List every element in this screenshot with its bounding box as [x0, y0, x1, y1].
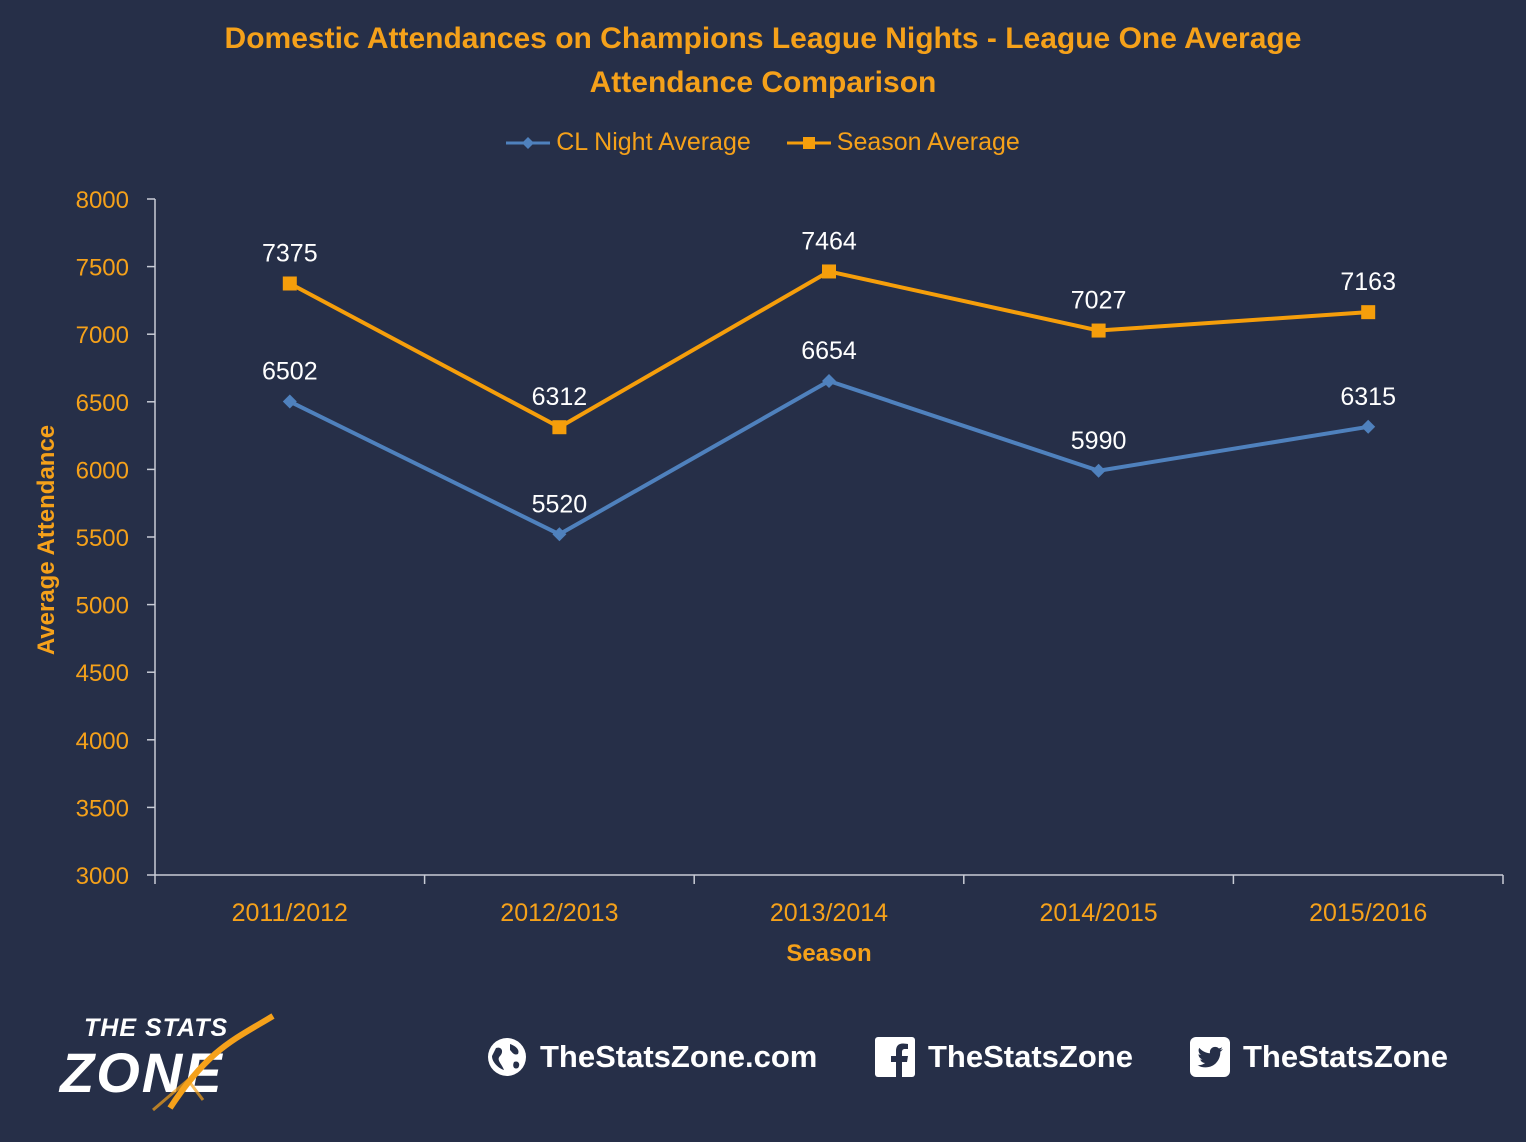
y-tick-label: 7500 — [76, 255, 129, 282]
data-point-square — [552, 420, 567, 435]
data-label: 6315 — [1340, 383, 1396, 411]
website-text: TheStatsZone.com — [540, 1039, 818, 1074]
x-tick-label: 2011/2012 — [232, 899, 348, 927]
twitter-text: TheStatsZone — [1243, 1039, 1448, 1074]
data-point-square — [282, 276, 297, 291]
x-axis-label: Season — [786, 940, 872, 967]
series-line-cl-night — [288, 378, 1369, 537]
data-point-square — [1361, 305, 1376, 320]
data-point-diamond — [282, 394, 297, 409]
data-point-diamond — [552, 527, 567, 542]
y-tick-label: 3500 — [76, 795, 129, 822]
data-point-square — [1091, 323, 1106, 338]
data-label: 6312 — [532, 383, 588, 411]
y-axis-label: Average Attendance — [33, 424, 60, 656]
data-point-square — [822, 264, 836, 279]
y-tick-label: 3000 — [76, 863, 129, 890]
data-label: 5990 — [1071, 427, 1127, 455]
x-tick-label: 2015/2016 — [1309, 899, 1427, 927]
y-tick-label: 4500 — [76, 660, 129, 687]
data-label: 6502 — [262, 358, 318, 386]
x-tick-label: 2012/2013 — [500, 899, 618, 927]
data-point-diamond — [822, 373, 836, 388]
x-tick-label: 2013/2014 — [770, 899, 888, 927]
y-tick-label: 5500 — [76, 525, 129, 552]
legend-line-square-icon — [786, 136, 831, 149]
website-link[interactable]: TheStatsZone.com — [486, 1036, 817, 1078]
y-tick-label: 7000 — [76, 322, 129, 349]
chart-plot: 3000 3500 4000 4500 5000 5500 6000 6500 7000 7500… — [76, 187, 1504, 927]
stats-zone-logo: THE STATS ZONE — [58, 1010, 328, 1120]
data-label: 5520 — [532, 490, 588, 518]
legend-label-season: Season Average — [836, 128, 1020, 156]
footer-bar — [0, 980, 1526, 1142]
y-tick-label: 6000 — [76, 457, 129, 484]
data-point-diamond — [1361, 419, 1376, 434]
logo-swoosh-icon — [152, 1013, 275, 1112]
y-tick-label: 6500 — [76, 390, 129, 417]
twitter-link[interactable]: TheStatsZone — [1189, 1036, 1448, 1078]
legend-label-cl-night: CL Night Average — [556, 128, 751, 156]
data-label: 7027 — [1071, 287, 1127, 315]
logo-text-top: THE STATS — [84, 1014, 229, 1042]
data-point-diamond — [1091, 463, 1106, 478]
facebook-link[interactable]: TheStatsZone — [874, 1036, 1133, 1078]
legend-line-diamond-icon — [506, 136, 551, 149]
data-label: 7163 — [1340, 268, 1396, 296]
twitter-icon — [1190, 1037, 1230, 1077]
y-tick-label: 5000 — [76, 593, 129, 620]
data-label: 6654 — [801, 337, 857, 365]
globe-icon — [488, 1038, 526, 1076]
chart-title-line-2: Attendance Comparison — [589, 66, 937, 99]
chart-title-line-1: Domestic Attendances on Champions League… — [224, 22, 1302, 55]
chart-legend: CL Night Average Season Average — [0, 128, 1526, 157]
legend-entry-cl-night: CL Night Average — [506, 128, 751, 157]
facebook-icon — [875, 1037, 915, 1078]
chart-area: Domestic Attendances on Champions League… — [0, 22, 1526, 967]
x-tick-label: 2014/2015 — [1040, 899, 1158, 927]
facebook-text: TheStatsZone — [928, 1039, 1133, 1074]
data-label: 7375 — [262, 240, 318, 268]
y-tick-label: 4000 — [76, 728, 129, 755]
legend-entry-season: Season Average — [786, 128, 1020, 157]
y-tick-label: 8000 — [76, 187, 129, 214]
data-label: 7464 — [801, 227, 857, 255]
